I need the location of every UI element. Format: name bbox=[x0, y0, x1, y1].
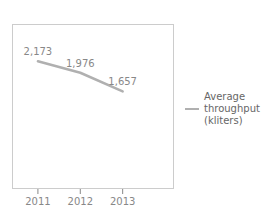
html-text:Average throughput (kliters): Average throughput (kliters) bbox=[204, 90, 260, 126]
svg-text:1,976: 1,976 bbox=[66, 57, 95, 68]
svg-text:2011: 2011 bbox=[25, 195, 50, 206]
svg-text:2,173: 2,173 bbox=[24, 46, 53, 57]
svg-text:1,657: 1,657 bbox=[108, 76, 137, 87]
svg-text:2013: 2013 bbox=[110, 195, 135, 206]
svg-text:2012: 2012 bbox=[68, 195, 93, 206]
